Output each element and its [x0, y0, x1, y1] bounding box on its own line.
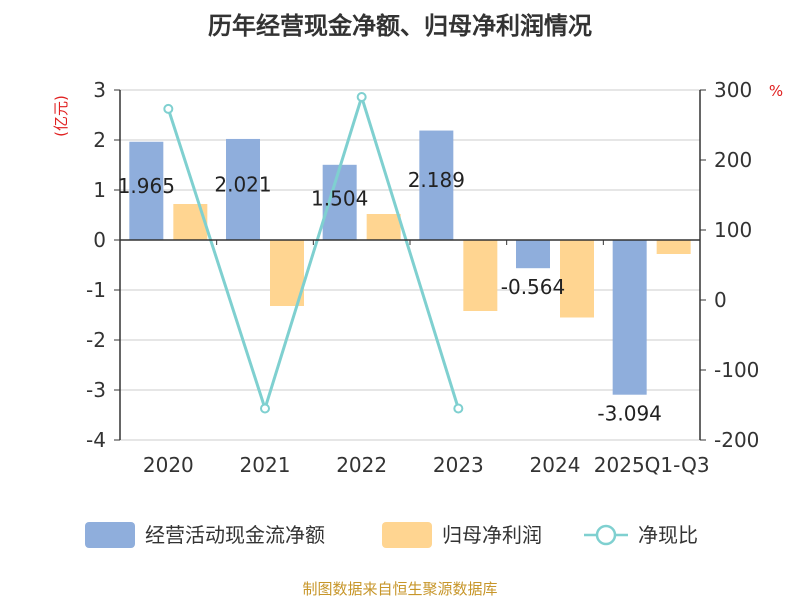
- category-label: 2023: [433, 453, 484, 477]
- left-tick-label: -3: [86, 378, 106, 402]
- bar-cash-2023: [419, 130, 454, 240]
- legend-label-cash: 经营活动现金流净额: [145, 523, 325, 547]
- left-tick-label: -4: [86, 428, 106, 452]
- right-tick-label: 200: [714, 148, 752, 172]
- left-tick-label: -2: [86, 328, 106, 352]
- legend: 经营活动现金流净额 归母净利润 净现比: [85, 522, 698, 548]
- legend-swatch-cash: [85, 522, 135, 548]
- data-labels: 1.965 2.021 1.504 2.189 -0.564 -3.094: [118, 168, 662, 426]
- category-label: 2021: [240, 453, 291, 477]
- right-tick-label: 300: [714, 78, 752, 102]
- data-label-cash: 1.965: [118, 174, 175, 198]
- left-tick-label: 0: [93, 228, 106, 252]
- ratio-point: [356, 92, 367, 102]
- chart-title: 历年经营现金净额、归母净利润情况: [208, 12, 592, 40]
- bar-cash-2021: [226, 138, 260, 240]
- bar-profit-2023: [463, 240, 498, 311]
- bar-profit-2025Q1-Q3: [656, 240, 691, 254]
- right-tick-label: 100: [714, 218, 752, 242]
- source-note: 制图数据来自恒生聚源数据库: [302, 580, 497, 598]
- legend-swatch-profit: [382, 522, 432, 548]
- ratio-point: [163, 103, 174, 114]
- left-tick-label: 2: [93, 128, 106, 152]
- ratio-point: [453, 403, 464, 414]
- left-tick-label: 1: [93, 178, 106, 202]
- bar-cash-2024: [516, 240, 550, 269]
- bar-profit-2022: [366, 214, 401, 240]
- category-label: 2025Q1-Q3: [594, 453, 710, 477]
- right-tick-label: 0: [714, 288, 727, 312]
- data-label-cash: -3.094: [597, 402, 661, 426]
- left-tick-label: 3: [93, 78, 106, 102]
- left-tick-label: -1: [86, 278, 106, 302]
- legend-marker-ratio: [595, 524, 617, 546]
- line-series: [163, 91, 464, 414]
- category-label: 2020: [143, 453, 194, 477]
- bar-cash-2025Q1-Q3: [612, 240, 647, 395]
- data-label-cash: 2.189: [408, 168, 465, 192]
- ratio-line: [166, 91, 460, 414]
- data-label-cash: 1.504: [311, 187, 368, 211]
- right-tick-label: -100: [714, 358, 759, 382]
- category-label: 2024: [530, 453, 581, 477]
- right-tick-label: -200: [714, 428, 759, 452]
- data-label-cash: -0.564: [501, 275, 565, 299]
- legend-label-ratio: 净现比: [638, 523, 698, 547]
- data-label-cash: 2.021: [214, 172, 271, 196]
- legend-label-profit: 归母净利润: [442, 523, 542, 547]
- bar-cash-2020: [129, 141, 164, 240]
- bar-profit-2021: [270, 240, 304, 306]
- ratio-point: [260, 403, 270, 414]
- axes: 3 2 1 0 -1 -2 -3 -4 300 200 100 0 -100 -200 2020 2021 20…: [86, 78, 759, 477]
- left-axis-unit: (亿元): [52, 95, 70, 137]
- category-label: 2022: [336, 453, 387, 477]
- grid-lines: [120, 89, 700, 441]
- right-axis-unit: %: [769, 82, 783, 100]
- bar-profit-2024: [560, 240, 594, 318]
